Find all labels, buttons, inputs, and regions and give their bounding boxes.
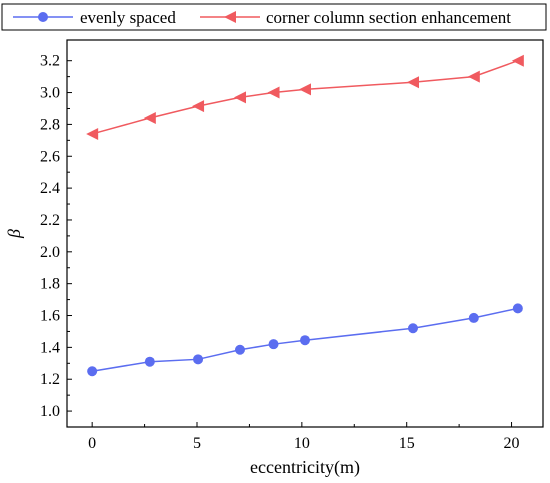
x-axis-label: eccentricity(m) xyxy=(250,457,360,478)
y-tick-label: 1.6 xyxy=(40,308,60,325)
data-point xyxy=(300,335,310,346)
y-tick-label: 2.2 xyxy=(40,212,60,229)
data-point xyxy=(468,312,479,323)
data-point xyxy=(406,76,419,89)
legend-item-1: corner column section enhancement xyxy=(200,8,511,27)
legend-item-0: evenly spaced xyxy=(13,8,176,27)
data-point xyxy=(233,91,246,104)
data-point xyxy=(193,354,204,365)
data-point xyxy=(268,339,279,350)
legend-box xyxy=(1,3,547,31)
y-tick-label: 2.4 xyxy=(40,180,60,197)
data-point xyxy=(143,112,156,125)
x-tick-label: 10 xyxy=(294,435,310,452)
y-tick-label: 1.8 xyxy=(40,276,60,293)
data-point xyxy=(511,54,524,67)
data-point xyxy=(87,366,98,377)
data-point xyxy=(467,70,480,83)
x-axis: 0 5 10 15 20 xyxy=(88,422,520,452)
x-tick-label: 15 xyxy=(399,435,415,452)
data-point xyxy=(299,83,311,96)
y-tick-label: 1.2 xyxy=(40,371,60,388)
legend: evenly spaced corner column section enhan… xyxy=(1,3,547,31)
data-point xyxy=(192,100,205,113)
data-point xyxy=(234,344,245,355)
legend-marker xyxy=(38,12,48,22)
x-tick-label: 0 xyxy=(88,435,96,452)
y-tick-label: 2.0 xyxy=(40,244,60,261)
plot-frame xyxy=(66,39,544,428)
x-tick-label: 20 xyxy=(504,435,520,452)
data-point xyxy=(512,303,523,314)
legend-marker xyxy=(224,11,236,23)
y-tick-label: 2.6 xyxy=(40,148,60,165)
y-axis-label: β xyxy=(4,229,24,239)
data-point xyxy=(267,86,280,99)
data-point xyxy=(407,323,418,334)
y-tick-label: 1.0 xyxy=(40,403,60,420)
plot-border xyxy=(66,39,544,428)
data-point xyxy=(144,356,155,367)
series-layer xyxy=(86,54,524,377)
series-0 xyxy=(87,303,523,377)
legend-label: corner column section enhancement xyxy=(266,8,511,27)
legend-label: evenly spaced xyxy=(80,8,176,27)
y-axis: 1.0 1.2 1.4 1.6 1.8 2.0 2.2 2.4 2.6 2.8 3.0 3.2 xyxy=(40,53,72,420)
series-line xyxy=(91,59,519,135)
data-point xyxy=(86,127,99,140)
y-tick-label: 3.0 xyxy=(40,85,60,102)
y-tick-label: 2.8 xyxy=(40,116,60,133)
y-tick-label: 3.2 xyxy=(40,53,60,70)
x-tick-label: 5 xyxy=(193,435,201,452)
series-1 xyxy=(86,54,524,140)
y-tick-label: 1.4 xyxy=(40,339,60,356)
